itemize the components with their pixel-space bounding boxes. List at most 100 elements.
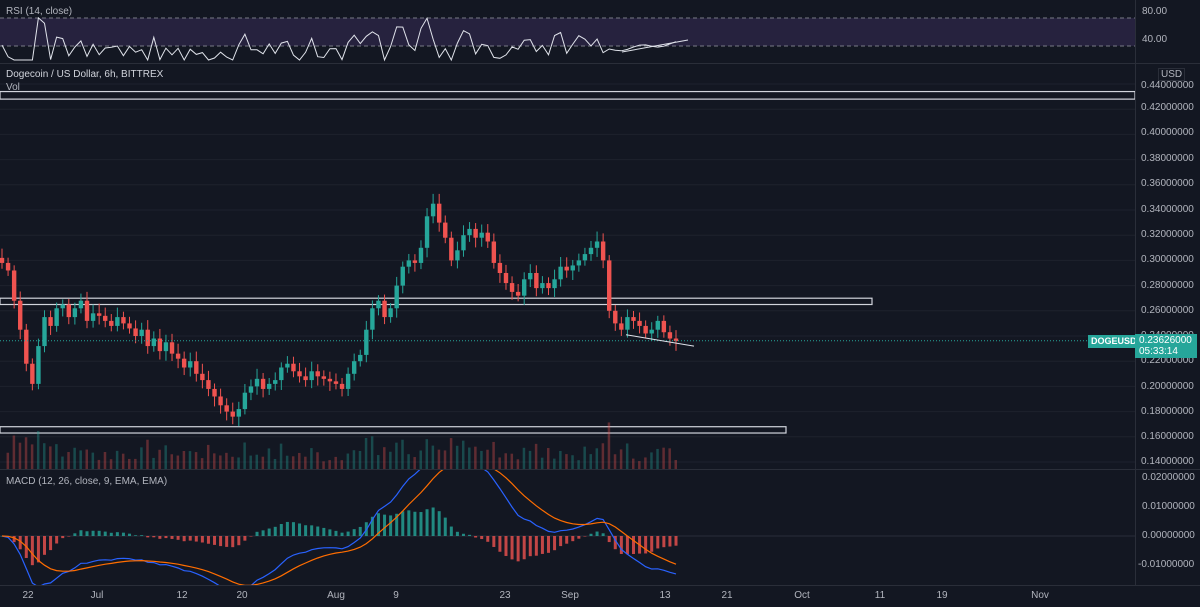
volume-bar [18,442,22,469]
y-tick: 0.14000000 [1141,456,1194,467]
candle-body [509,283,515,292]
candle-body [467,228,472,236]
volume-bar [328,460,331,469]
candle-body [564,266,569,271]
macd-histogram-bar [12,536,16,543]
candle-body [637,320,642,326]
macd-histogram-bar [67,536,71,537]
x-tick: 12 [176,590,188,601]
candle-body [260,378,266,389]
candle-body [455,250,460,261]
currency-label[interactable]: USD [1158,68,1186,81]
candle-body [600,241,606,261]
volume-bar [395,442,398,469]
symbol-badge[interactable]: DOGEUSD [1088,335,1140,348]
candle-body [491,241,497,263]
candle-body [424,216,430,248]
macd-histogram-bar [455,531,459,536]
candle-body [181,358,187,368]
macd-histogram-bar [158,536,162,539]
candle-body [279,367,284,381]
candle-body [388,308,393,318]
volume-bar [510,453,514,469]
last-price-label: 0.23626000 [1135,334,1197,347]
volume-bar [182,450,186,469]
candle-body [84,300,90,321]
candle-body [24,329,29,364]
macd-histogram-bar [152,536,156,538]
x-tick: Aug [327,590,345,601]
y-tick: 0.44000000 [1141,80,1194,91]
candle-body [534,273,539,289]
volume-bar [346,453,350,469]
volume-bar [650,452,653,469]
candle-body [667,332,673,339]
macd-histogram-bar [243,536,247,541]
volume-bar [152,457,155,469]
rsi-price-scale[interactable]: 80.00 40.00 [1135,0,1200,63]
volume-bar [249,455,252,469]
volume-bar [504,453,507,469]
separator-macd[interactable] [0,469,1200,470]
volume-bar [255,454,259,469]
volume-bar [401,439,404,469]
volume-bar [449,438,453,469]
candle-body [194,361,199,374]
macd-histogram-bar [164,536,168,539]
macd-histogram-bar [279,524,283,536]
candle-body [576,260,582,266]
macd-pane[interactable] [0,470,1135,585]
candle-body [436,203,442,223]
macd-histogram-bar [176,536,180,540]
support-resistance-zone [0,297,873,306]
macd-histogram-bar [486,536,490,542]
x-tick: 21 [721,590,733,601]
volume-bar [85,449,89,469]
volume-bar [97,459,101,469]
trendline [625,334,695,347]
macd-histogram-bar [644,536,648,554]
macd-y-tick: 0.02000000 [1142,472,1195,483]
time-axis[interactable] [0,586,1200,607]
candle-body [103,315,108,321]
macd-histogram-bar [340,532,344,536]
macd-histogram-bar [480,536,484,540]
macd-histogram-bar [200,536,204,543]
rsi-trendline[interactable] [621,39,689,53]
volume-bar [200,458,204,469]
candle-body [643,325,648,334]
rsi-svg [0,16,1135,62]
candle-body [382,300,387,318]
candle-body [54,308,59,326]
macd-histogram-bar [619,536,623,554]
macd-histogram-bar [668,536,672,547]
y-tick: 0.26000000 [1141,305,1194,316]
main-chart-pane[interactable] [0,64,1135,469]
macd-histogram-bar [613,536,617,550]
volume-bar [565,454,568,469]
x-tick: Jul [90,590,104,601]
macd-histogram-bar [559,536,563,547]
macd-histogram-bar [261,530,265,536]
macd-scale[interactable]: 0.02000000 0.01000000 0.00000000 -0.0100… [1135,470,1200,585]
volume-bar [656,448,659,469]
macd-histogram-bar [170,536,174,539]
volume-bar [243,442,246,469]
candle-body [42,317,47,347]
macd-histogram-bar [474,536,478,538]
y-tick: 0.32000000 [1141,229,1194,240]
macd-histogram-bar [419,512,423,536]
macd-histogram-bar [273,526,277,536]
candle-body [613,310,618,324]
volume-bar [553,458,556,469]
rsi-band [0,18,1135,46]
macd-histogram-bar [376,513,380,536]
main-price-scale[interactable]: USD 0.44000000 0.42000000 0.40000000 0.3… [1135,64,1200,469]
separator-rsi[interactable] [0,63,1200,64]
volume-bar [644,457,647,469]
x-tick: Sep [561,590,579,601]
macd-histogram-bar [595,531,599,536]
volume-bar [534,443,538,469]
macd-histogram-bar [146,536,150,538]
candle-body [248,386,254,393]
